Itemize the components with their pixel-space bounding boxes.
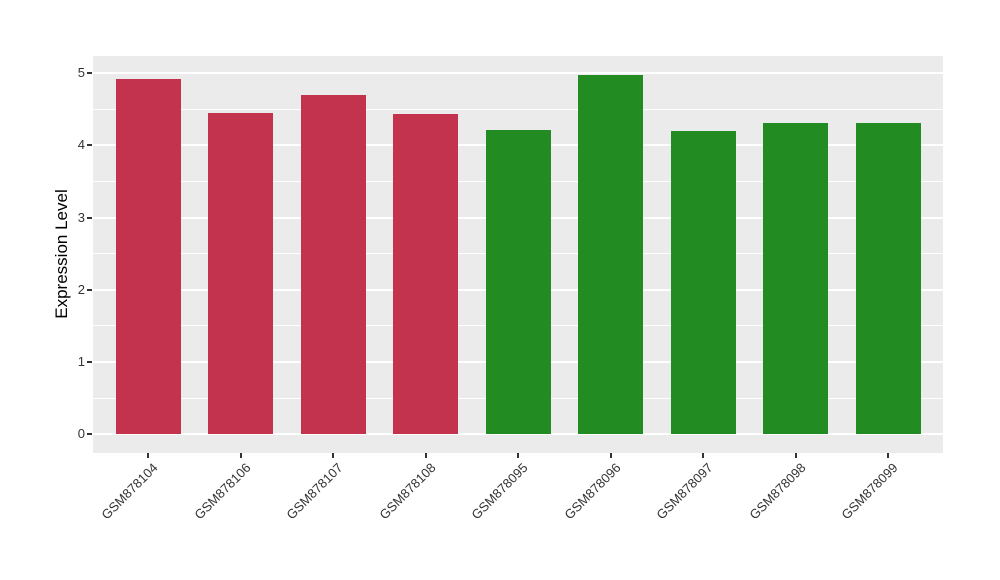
bar — [855, 122, 921, 435]
x-tick-mark — [887, 453, 889, 458]
x-tick-mark — [424, 453, 427, 458]
x-tick-mark — [609, 453, 612, 458]
y-tick-mark — [87, 144, 92, 147]
x-tick-mark — [239, 453, 242, 458]
y-tick-mark — [87, 72, 92, 74]
x-tick-mark — [794, 453, 797, 458]
bar — [485, 130, 551, 435]
gridline-major — [93, 72, 943, 74]
bar — [393, 114, 458, 435]
y-tick-label: 1 — [77, 354, 85, 370]
y-tick-mark — [87, 361, 92, 364]
bar — [670, 130, 736, 435]
y-tick-label: 0 — [77, 426, 85, 442]
x-tick-mark — [702, 453, 704, 458]
y-tick-mark — [87, 433, 92, 436]
bar — [115, 78, 181, 435]
x-tick-mark — [517, 453, 519, 458]
bar — [300, 94, 366, 435]
x-tick-mark — [332, 453, 334, 458]
y-tick-label: 5 — [77, 65, 85, 80]
gridline-major — [93, 433, 943, 436]
x-tick-mark — [147, 453, 149, 458]
bar — [763, 122, 828, 435]
y-tick-mark — [87, 216, 92, 219]
y-tick-label: 2 — [77, 281, 85, 297]
bar — [578, 75, 643, 435]
y-tick-label: 4 — [77, 137, 85, 153]
y-tick-mark — [87, 288, 92, 291]
plot-panel — [93, 56, 943, 453]
y-tick-label: 3 — [77, 209, 85, 225]
bar — [208, 113, 273, 435]
gridline-minor — [93, 108, 943, 110]
